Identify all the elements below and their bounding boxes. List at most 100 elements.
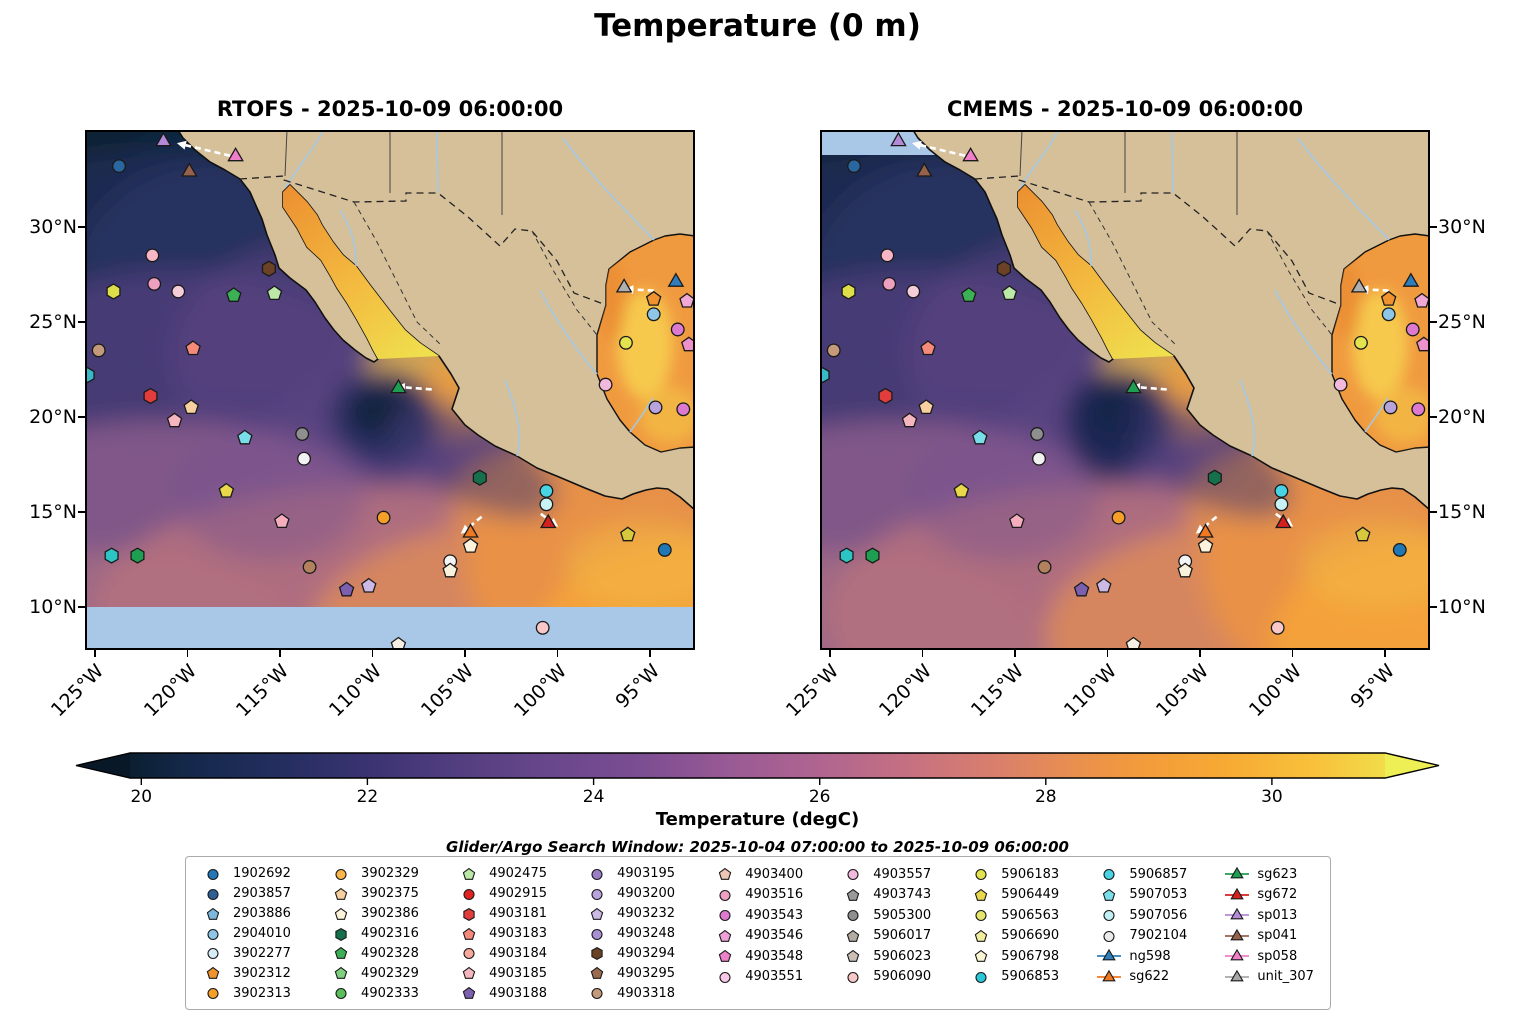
legend-label: 3902329 xyxy=(361,866,419,882)
legend-label: 4902316 xyxy=(361,926,419,941)
legend-label: 2904010 xyxy=(233,926,291,941)
y-axis-tick xyxy=(78,511,85,513)
legend-entry: 3902375 xyxy=(328,884,419,904)
x-tick-label: 105°W xyxy=(1152,660,1214,722)
legend-entry: 4903551 xyxy=(712,967,803,988)
float-marker xyxy=(225,287,242,302)
float-marker xyxy=(590,967,604,980)
x-axis-tick xyxy=(1106,650,1109,657)
legend-entry: 4903188 xyxy=(456,983,547,1003)
float-marker xyxy=(145,248,160,263)
float-marker xyxy=(676,402,691,417)
legend-label: ng598 xyxy=(1129,948,1171,964)
glider-marker xyxy=(615,278,633,293)
glider-marker xyxy=(890,131,907,147)
float-marker xyxy=(670,322,685,337)
pentagon-marker-icon xyxy=(590,907,604,920)
legend-label: 5907056 xyxy=(1129,907,1188,923)
x-tick-label: 100°W xyxy=(1244,660,1307,722)
temperature-map xyxy=(820,130,1430,650)
colorbar-tick-label: 28 xyxy=(1034,787,1057,807)
legend-entry: 4903516 xyxy=(712,885,803,906)
circle-marker-icon xyxy=(975,971,987,983)
triangle-marker-icon xyxy=(1225,949,1250,961)
float-marker xyxy=(996,260,1011,277)
legend-label: 5906023 xyxy=(873,948,932,964)
legend-label: sp041 xyxy=(1257,928,1298,944)
float-marker xyxy=(718,929,732,942)
float-marker xyxy=(442,562,458,578)
temperature-map xyxy=(85,130,695,650)
circle-marker-icon xyxy=(207,928,219,940)
legend-column: 5906857 5907053 5907056 7902104 ng598 sg622 xyxy=(1096,864,1187,1003)
legend-label: 3902312 xyxy=(233,965,291,981)
float-marker xyxy=(847,869,859,881)
float-marker xyxy=(535,620,550,635)
float-marker xyxy=(207,948,219,960)
legend-entry: 4903543 xyxy=(712,905,803,926)
legend-label: 4903185 xyxy=(489,965,547,981)
float-marker xyxy=(847,159,861,174)
float-marker xyxy=(591,888,603,900)
glider-marker xyxy=(1230,928,1245,941)
float-marker xyxy=(906,284,921,299)
legend-label: 4903743 xyxy=(873,887,932,903)
float-marker xyxy=(1103,888,1116,901)
legend-entry: sp041 xyxy=(1224,926,1314,947)
float-marker xyxy=(166,412,183,428)
float-marker xyxy=(334,967,348,980)
pentagon-marker-icon xyxy=(590,967,604,980)
float-marker xyxy=(841,283,856,300)
float-marker xyxy=(1274,497,1289,512)
float-marker xyxy=(975,910,987,922)
glider-marker xyxy=(916,162,933,177)
float-marker xyxy=(618,335,633,350)
colorbar-label: Temperature (degC) xyxy=(655,809,860,830)
float-marker xyxy=(826,343,841,358)
float-marker xyxy=(975,950,988,963)
legend-entry: 4902333 xyxy=(328,983,419,1003)
legend-label: sg623 xyxy=(1257,866,1298,882)
float-marker xyxy=(302,560,317,574)
circle-marker-icon xyxy=(207,988,219,1000)
float-marker xyxy=(1032,451,1046,466)
float-marker xyxy=(901,412,918,428)
float-marker xyxy=(338,581,355,597)
legend-entry: 4903548 xyxy=(712,946,803,967)
colorbar-tick-label: 20 xyxy=(130,787,153,807)
float-marker xyxy=(334,947,348,960)
float-marker xyxy=(472,469,487,486)
float-marker xyxy=(972,429,988,445)
float-marker xyxy=(91,343,106,358)
legend-label: 4903400 xyxy=(745,866,804,882)
legend-entry: 5907056 xyxy=(1096,905,1187,926)
legend-entry: 2903886 xyxy=(200,904,291,924)
glider-marker xyxy=(1197,523,1214,538)
pentagon-marker-icon xyxy=(462,867,476,880)
float-marker xyxy=(1037,560,1052,574)
x-tick-label: 110°W xyxy=(1059,660,1122,722)
float-marker xyxy=(719,971,731,983)
legend-entry: 5906017 xyxy=(840,926,931,947)
legend-label: 4902915 xyxy=(489,886,547,902)
float-marker xyxy=(591,947,603,961)
y-axis-tick xyxy=(1430,606,1437,608)
pentagon-marker-icon xyxy=(334,887,348,900)
float-marker xyxy=(1001,285,1018,301)
panel-rtofs: RTOFS - 2025-10-09 06:00:00 125°W 120°W 11… xyxy=(29,97,695,721)
float-marker xyxy=(598,377,613,392)
float-marker xyxy=(975,888,988,901)
x-tick-label: 125°W xyxy=(47,660,109,722)
float-marker xyxy=(335,927,347,941)
float-marker xyxy=(846,888,860,901)
colorbar-tick-label: 26 xyxy=(808,787,831,807)
circle-marker-icon xyxy=(719,910,731,922)
y-axis-tick xyxy=(1430,321,1437,323)
y-tick-label: 20°N xyxy=(1438,405,1486,428)
triangle-marker-icon xyxy=(1225,867,1250,879)
float-marker xyxy=(104,547,119,564)
colorbar-svg xyxy=(75,752,1440,785)
y-axis-tick xyxy=(1430,511,1437,513)
gulf-of-california-water xyxy=(1018,185,1174,359)
circle-marker-icon xyxy=(1103,930,1115,942)
